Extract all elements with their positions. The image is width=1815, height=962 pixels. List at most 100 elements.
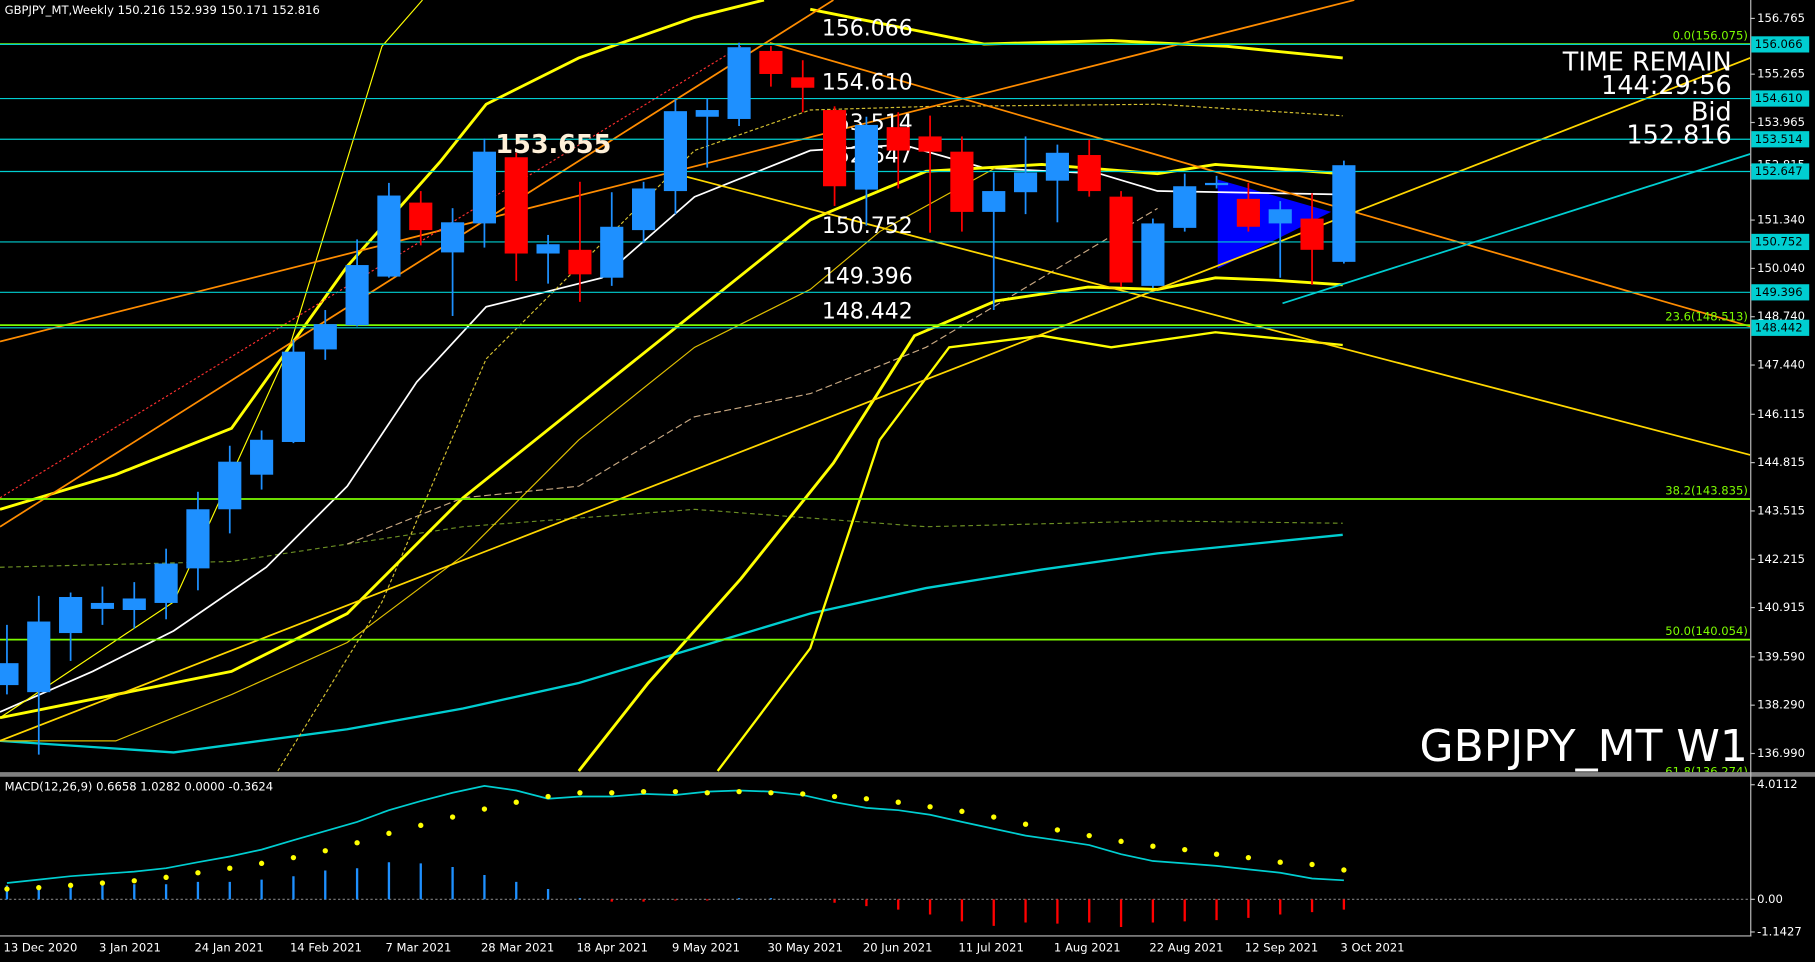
price-level-label: 150.752	[822, 214, 913, 239]
candle-body	[281, 351, 306, 442]
candle-body	[154, 563, 178, 603]
price-level-box	[1751, 163, 1810, 180]
signal-dot	[99, 880, 106, 886]
signal-dot	[1054, 827, 1061, 833]
x-tick-label: 18 Apr 2021	[576, 941, 647, 955]
signal-dot	[768, 790, 774, 796]
candle-body	[1013, 172, 1038, 193]
price-level-label: 148.442	[822, 300, 913, 325]
price-level-box	[1751, 36, 1810, 53]
x-tick-label: 3 Jan 2021	[99, 941, 161, 955]
signal-dot	[386, 830, 392, 836]
panel-separator	[0, 772, 1815, 777]
price-level-label: 154.610	[822, 70, 913, 95]
candle-body	[1236, 198, 1260, 227]
x-tick-label: 1 Aug 2021	[1054, 941, 1121, 955]
y-tick-label: 140.915	[1757, 600, 1805, 614]
signal-dot	[736, 788, 742, 795]
candle-body	[441, 222, 465, 253]
signal-dot	[418, 822, 424, 828]
trend-line	[0, 0, 834, 528]
signal-dot	[991, 814, 997, 820]
band	[0, 0, 765, 511]
macd-line	[6, 785, 1344, 884]
x-tick-label: 7 Mar 2021	[385, 941, 451, 955]
y-tick-label: 0.00	[1757, 892, 1783, 906]
candle-body	[1109, 196, 1133, 283]
signal-dot	[863, 796, 870, 802]
trend-line	[674, 172, 1751, 456]
signal-dot	[4, 886, 10, 892]
x-tick-label: 20 Jun 2021	[863, 941, 933, 955]
y-tick-label: 147.440	[1757, 358, 1805, 372]
signal-dot	[258, 860, 265, 866]
candle-body	[409, 202, 433, 231]
y-tick-label: 136.990	[1757, 746, 1805, 760]
y-tick-label: 153.965	[1757, 115, 1805, 129]
signal-dot	[163, 874, 169, 880]
y-tick-label: 143.515	[1757, 503, 1805, 517]
y-tick-label: 150.040	[1757, 261, 1805, 275]
trend-line	[769, 42, 1751, 328]
price-level-label: 156.066	[822, 16, 913, 41]
signal-dot	[1277, 859, 1283, 865]
candle-body	[918, 136, 942, 152]
signal-dot	[195, 870, 201, 876]
signal-dot	[322, 848, 328, 854]
signal-dot	[831, 793, 838, 800]
candle-body	[695, 110, 719, 117]
y-tick-label: 142.215	[1757, 552, 1805, 566]
x-tick-label: 11 Jul 2021	[958, 941, 1023, 955]
band	[0, 162, 1343, 720]
fib-label: 38.2(143.835)	[1665, 483, 1748, 497]
candle-body	[59, 596, 83, 634]
candle-body	[1204, 182, 1229, 186]
y-tick-label: 144.815	[1757, 455, 1805, 469]
signal-dot	[1150, 843, 1156, 849]
indicator-layer	[0, 0, 1751, 772]
signal-dot	[1182, 846, 1188, 853]
signal-dot	[895, 799, 901, 805]
price-level-box-label: 154.610	[1755, 91, 1803, 105]
candle-body	[1077, 155, 1101, 192]
candles-layer	[0, 42, 1356, 755]
band	[577, 276, 1343, 772]
candle-body	[600, 226, 624, 278]
signal-dot	[609, 790, 615, 796]
band	[277, 103, 1343, 772]
candle-body	[472, 151, 496, 224]
candle-body	[759, 50, 783, 74]
signal-dot	[1341, 867, 1347, 873]
candle-body	[1268, 209, 1292, 224]
candle-body	[886, 127, 910, 151]
signal-dot	[1245, 854, 1252, 861]
x-tick-label: 24 Jan 2021	[194, 941, 263, 955]
candle-body	[313, 324, 337, 350]
signal-dot	[927, 804, 933, 810]
peak-label: 153.655	[495, 130, 611, 160]
signal-dot	[1022, 821, 1029, 827]
macd-title: MACD(12,26,9) 0.6658 1.0282 0.0000 -0.36…	[5, 780, 274, 794]
candle-body	[1045, 152, 1069, 181]
price-level-box-label: 152.647	[1755, 164, 1803, 178]
signal-dot	[1086, 832, 1092, 839]
price-level-label: 149.396	[822, 264, 913, 289]
candle-body	[823, 110, 847, 187]
signal-dot	[1213, 851, 1220, 857]
candle-body	[663, 111, 687, 192]
candle-body	[345, 265, 369, 326]
x-tick-label: 22 Aug 2021	[1149, 941, 1223, 955]
price-level-box-label: 150.752	[1755, 234, 1803, 248]
band	[0, 167, 996, 742]
candle-body	[1141, 223, 1165, 286]
x-tick-label: 3 Oct 2021	[1340, 941, 1404, 955]
axes-layer: 156.765155.265153.965152.815151.340150.0…	[3, 11, 1810, 955]
signal-dot	[1309, 861, 1315, 868]
candle-body	[0, 663, 19, 686]
chart-title: GBPJPY_MT,Weekly 150.216 152.939 150.171…	[5, 3, 320, 17]
price-level-box	[1751, 233, 1810, 251]
candle-body	[250, 439, 274, 475]
candle-body	[1300, 218, 1324, 250]
x-tick-label: 14 Feb 2021	[290, 941, 362, 955]
